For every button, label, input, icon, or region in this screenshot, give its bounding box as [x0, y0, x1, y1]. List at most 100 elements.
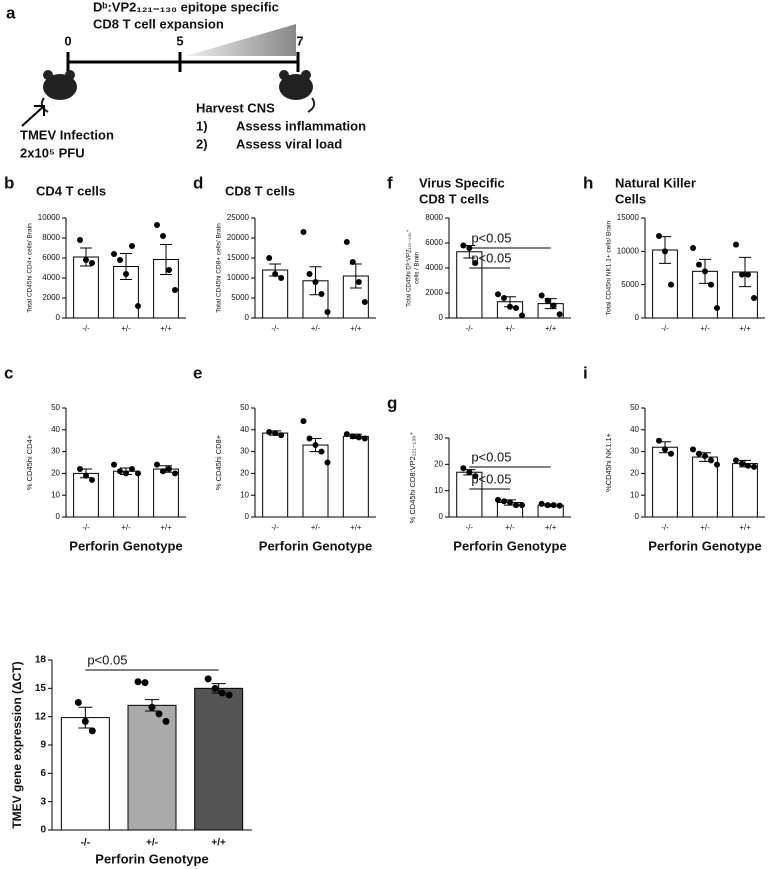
x-axis-label: Perforin Genotype	[259, 538, 372, 553]
data-point	[745, 462, 751, 469]
y-tick-label: 10	[240, 490, 249, 499]
data-point	[361, 435, 368, 442]
data-point	[266, 428, 273, 435]
y-axis-label: Total CD45hi CD4+ cells/ Brain	[27, 223, 34, 313]
y-tick-label: 0	[635, 313, 640, 322]
y-axis-label: Total CD45hi NK1.1+ cells/ Brain	[606, 220, 613, 315]
x-tick-label: -/-	[661, 523, 669, 532]
infection-arrow	[21, 105, 45, 127]
x-tick-label: +/-	[121, 523, 131, 532]
significance-label: p<0.05	[471, 230, 511, 245]
data-point	[312, 279, 319, 285]
panel-letter: h	[583, 173, 593, 192]
data-point	[733, 457, 739, 464]
chart-title: Natural Killer	[615, 175, 696, 190]
x-tick-label: +/-	[700, 523, 710, 532]
x-tick-label: -/-	[466, 324, 474, 333]
y-tick-label: 6	[40, 768, 46, 779]
y-tick-label: 12	[35, 711, 47, 722]
panel-letter: a	[6, 3, 16, 22]
x-tick-label: +/+	[739, 523, 751, 532]
data-point	[507, 303, 513, 310]
significance-label: p<0.05	[471, 250, 511, 265]
y-tick-label: 3	[40, 796, 46, 807]
y-tick-label: 0	[439, 512, 444, 521]
y-tick-label: 10000	[227, 273, 250, 282]
data-point	[739, 460, 745, 467]
data-point	[77, 466, 83, 473]
y-tick-label: 10000	[617, 246, 640, 255]
data-point	[361, 299, 368, 305]
data-point	[278, 275, 285, 281]
data-point	[300, 418, 307, 425]
y-tick-label: 18	[35, 655, 47, 666]
y-tick-label: 15	[35, 683, 47, 694]
data-point	[218, 689, 226, 697]
data-point	[656, 233, 662, 239]
data-point	[495, 291, 501, 298]
chart-panel: g 0 10 20 30 % CD45hi CD8:VP2₁₂₁₋₁₃₀⁺ -/- +/- +/…	[387, 393, 571, 553]
data-point	[472, 260, 479, 266]
y-tick-label: 20	[240, 469, 249, 478]
data-point	[300, 229, 307, 235]
y-axis-label: TMEV gene expression (ΔCT)	[10, 661, 24, 828]
x-axis-label: Perforin Genotype	[453, 538, 566, 553]
data-point	[501, 295, 507, 301]
y-tick-label: 2000	[42, 293, 60, 302]
data-point	[83, 257, 89, 263]
data-point	[355, 279, 362, 285]
data-point	[129, 466, 135, 473]
data-point	[77, 237, 83, 243]
y-tick-label: 30	[630, 447, 639, 456]
y-tick-label: 10	[434, 486, 443, 495]
chart-title: CD8 T cells	[225, 183, 295, 198]
y-axis-label: Total CD45hi CD8+ cells/ Brain	[216, 223, 223, 313]
data-point	[81, 717, 89, 725]
expansion-label: Dᵇ:VP2₁₂₁₋₁₃₀ epitope specific	[93, 0, 279, 14]
y-tick-label: 0	[56, 313, 61, 322]
data-point	[306, 435, 313, 442]
chart-panel: c 0 10 20 30 40 50 % CD45hi CD4+ -/- +/- +/+ Perfor…	[4, 363, 186, 553]
data-point	[117, 257, 123, 263]
x-tick-label: +/-	[146, 838, 158, 849]
y-tick-label: 0	[245, 313, 250, 322]
y-tick-label: 6000	[425, 238, 443, 247]
data-point	[556, 502, 563, 509]
data-point	[135, 303, 141, 309]
data-point	[172, 287, 178, 293]
data-point	[690, 245, 696, 251]
expansion-label: CD8 T cell expansion	[93, 16, 224, 31]
data-point	[154, 222, 160, 228]
data-point	[117, 468, 123, 475]
data-point	[714, 305, 720, 311]
data-point	[696, 261, 702, 268]
data-point	[225, 691, 233, 699]
step-text: Assess viral load	[236, 136, 342, 151]
step-text: Assess inflammation	[236, 118, 366, 133]
bar	[342, 435, 369, 518]
x-tick-label: +/+	[545, 324, 557, 333]
x-tick-label: -/-	[81, 838, 90, 849]
y-tick-label: 5000	[621, 280, 639, 289]
y-tick-label: 10000	[38, 213, 61, 222]
data-point	[111, 461, 117, 468]
data-point	[668, 281, 674, 288]
y-tick-label: 40	[240, 425, 249, 434]
y-axis-label: % CD45hi CD8:VP2₁₂₁₋₁₃₀⁺	[408, 432, 417, 524]
x-tick-label: +/+	[160, 523, 172, 532]
harvest-label: Harvest CNS	[196, 100, 275, 115]
x-tick-label: +/-	[505, 324, 515, 333]
chart-title: CD4 T cells	[36, 183, 106, 198]
y-axis-label: % CD45hi CD8+	[214, 434, 223, 490]
panel-letter: e	[193, 363, 202, 382]
data-point	[160, 468, 166, 475]
y-tick-label: 0	[56, 512, 61, 521]
bar	[113, 470, 139, 518]
data-point	[733, 241, 739, 248]
day-label: 5	[176, 33, 183, 48]
x-tick-label: +/+	[350, 523, 362, 532]
y-tick-label: 20	[434, 459, 443, 468]
data-point	[343, 431, 350, 438]
y-tick-label: 6000	[42, 253, 60, 262]
